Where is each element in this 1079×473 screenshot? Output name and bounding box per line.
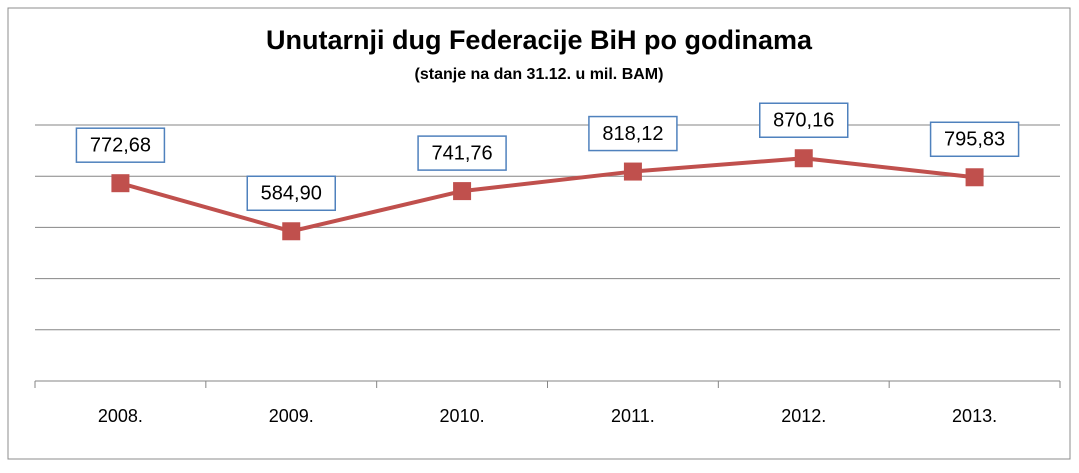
- x-tick-label: 2013.: [952, 406, 997, 426]
- data-label: 818,12: [602, 123, 663, 145]
- data-point: [453, 182, 472, 201]
- data-label-box: [929, 121, 1020, 158]
- data-line: [119, 156, 975, 234]
- chart-subtitle: (stanje na dan 31.12. u mil. BAM): [415, 66, 664, 83]
- data-label: 795,83: [944, 129, 1005, 151]
- data-point: [623, 162, 642, 181]
- chart-title: Unutarnji dug Federacije BiH po godinama: [266, 25, 813, 55]
- data-label-box: [75, 127, 166, 163]
- data-label: 772,68: [90, 134, 151, 156]
- data-point: [965, 168, 984, 187]
- data-label-box: [759, 102, 849, 138]
- x-tick-label: 2010.: [440, 406, 485, 426]
- data-point: [111, 174, 130, 193]
- data-label-box: [417, 135, 507, 171]
- data-point: [794, 149, 813, 168]
- data-point: [282, 222, 301, 241]
- data-label-box: [246, 175, 336, 212]
- x-tick-label: 2012.: [781, 406, 826, 426]
- data-label: 741,76: [431, 142, 492, 164]
- x-tick-label: 2011.: [611, 406, 655, 426]
- data-label: 870,16: [773, 110, 834, 132]
- x-tick-label: 2009.: [269, 406, 314, 426]
- x-tick-label: 2008.: [98, 406, 143, 426]
- data-label-box: [588, 115, 678, 152]
- chart-frame: [7, 7, 1071, 460]
- data-label: 584,90: [261, 183, 322, 205]
